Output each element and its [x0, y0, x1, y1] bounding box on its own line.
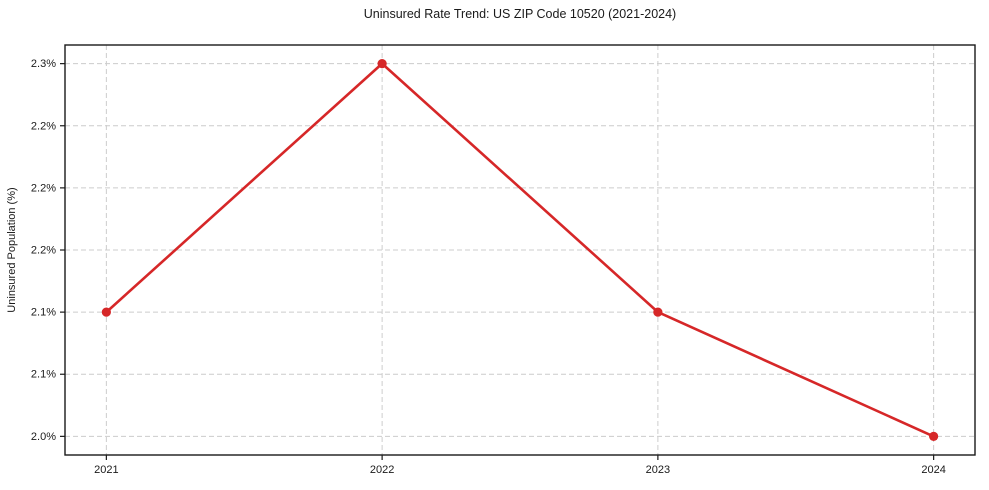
data-point-2022 — [377, 59, 387, 69]
x-tick-label: 2021 — [94, 464, 118, 476]
plot-border — [64, 44, 976, 456]
data-point-2023 — [653, 307, 663, 317]
y-tick-label: 2.1% — [31, 369, 56, 381]
chart-title: Uninsured Rate Trend: US ZIP Code 10520 … — [363, 7, 677, 21]
y-tick-label: 2.2% — [31, 245, 56, 257]
x-tick-label: 2024 — [921, 464, 945, 476]
data-point-2024 — [929, 431, 939, 441]
data-point-2021 — [101, 307, 111, 317]
y-tick-label: 2.0% — [31, 431, 56, 443]
y-tick-label: 2.3% — [31, 58, 56, 70]
y-tick-label: 2.2% — [31, 120, 56, 132]
trend-line — [105, 62, 935, 438]
y-tick-label: 2.2% — [31, 182, 56, 194]
y-tick-label: 2.1% — [31, 307, 56, 319]
x-tick-label: 2023 — [646, 464, 670, 476]
x-tick-label: 2022 — [370, 464, 394, 476]
